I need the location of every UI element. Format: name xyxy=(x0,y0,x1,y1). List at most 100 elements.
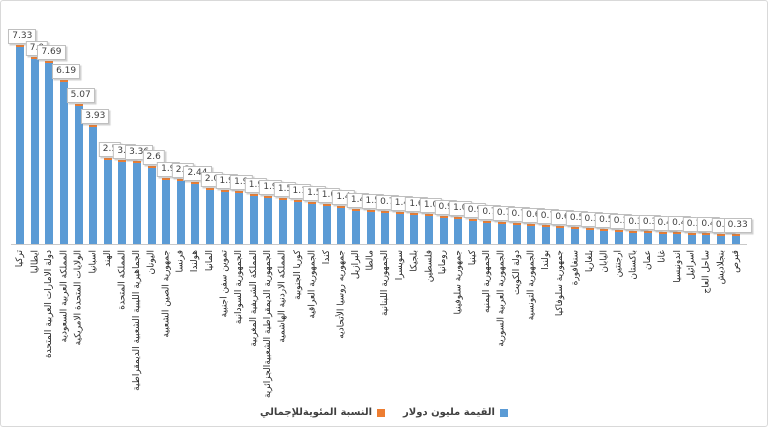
category-label-text: الجمهورية العراقية xyxy=(307,250,318,319)
category-label-text: جمهورية سلوفاكيا xyxy=(555,250,566,317)
value-bar xyxy=(176,179,185,244)
category-label-text: بولندا xyxy=(540,250,551,270)
percent-bar-segment xyxy=(454,217,463,219)
percent-bar-segment xyxy=(410,213,419,215)
data-label: 7.69 xyxy=(37,45,66,60)
percent-bar-segment xyxy=(702,233,711,235)
category-label-text: الجمهورية العربية السورية xyxy=(497,250,508,347)
value-bar xyxy=(74,104,83,244)
value-bar xyxy=(629,231,638,244)
category-label-text: الهند xyxy=(102,250,113,267)
value-bar xyxy=(512,223,521,244)
category-label-text: غانا xyxy=(657,250,668,263)
category-label-text: باكستان xyxy=(628,250,639,280)
bar-slot: 0.4 xyxy=(668,1,691,244)
data-label: 0.33 xyxy=(723,218,752,233)
percent-bar-segment xyxy=(264,196,273,198)
percent-bar-segment xyxy=(687,233,696,235)
percent-bar-segment xyxy=(527,224,536,226)
data-label: 2.6 xyxy=(142,150,165,165)
category-label-text: جمهوريه روسيا الأتحاديه xyxy=(336,250,347,339)
x-axis-line xyxy=(11,244,747,245)
percent-bar-segment xyxy=(293,200,302,202)
percent-bar-segment xyxy=(395,212,404,214)
category-label-text: كينيا xyxy=(467,250,478,266)
percent-bar-segment xyxy=(45,61,54,63)
category-label-text: سويسرا xyxy=(394,250,405,281)
category-label-text: البرازيل xyxy=(351,250,362,280)
bar-slot: 0.4 xyxy=(653,1,676,244)
bar-slot: 0.6 xyxy=(551,1,574,244)
percent-bar-segment xyxy=(556,226,565,228)
value-bar xyxy=(468,219,477,244)
data-label: 5.07 xyxy=(66,88,95,103)
value-bar xyxy=(191,182,200,244)
percent-bar-segment xyxy=(585,228,594,230)
category-label-text: دولة الامارات العربية المتحدة xyxy=(44,250,55,359)
percent-bar-segment xyxy=(614,230,623,232)
percent-bar-segment xyxy=(337,206,346,208)
percent-bar-segment xyxy=(629,231,638,233)
percent-bar-segment xyxy=(60,80,69,82)
bar-slot: 2.6 xyxy=(142,1,165,244)
value-bar xyxy=(133,161,142,244)
percent-bar-segment xyxy=(249,194,258,196)
bar-slot: 3.36 xyxy=(125,1,154,244)
bar-slot: 0.33 xyxy=(723,1,752,244)
value-bar xyxy=(585,228,594,244)
percent-bar-segment xyxy=(541,225,550,227)
category-label-text: فرنسا xyxy=(175,250,186,273)
value-bar xyxy=(60,80,69,244)
bar-slot: 7.33 xyxy=(8,1,37,244)
category-label-text: دولة الكويت xyxy=(511,250,522,295)
bar-slot: 1.9 xyxy=(230,1,253,244)
value-bar xyxy=(571,227,580,244)
category-label-text: المملكة العربية السعودية xyxy=(59,250,70,343)
value-bar xyxy=(556,226,565,244)
category-label-text: بنجلاديش xyxy=(716,250,727,285)
percent-bar-segment xyxy=(176,179,185,181)
percent-bar-segment xyxy=(498,222,507,224)
value-bar xyxy=(673,232,682,244)
bar-slot: 1.9 xyxy=(259,1,282,244)
bar-slot: 3.93 xyxy=(81,1,110,244)
legend-item-value-label: القيمة مليون دولار xyxy=(403,407,495,418)
category-label-text: الجمهورية السودانية xyxy=(234,250,245,325)
x-axis-labels: تركيا ايطاليا دولة الامارات العربية المتحد… xyxy=(13,248,743,400)
value-bar xyxy=(220,190,229,244)
percent-bar-segment xyxy=(162,178,171,180)
category-label-text: الجمهورية الديمقراطية الشعبيةالجزائرية xyxy=(263,250,274,399)
bar-slot: 1.0 xyxy=(317,1,341,244)
value-bar xyxy=(89,125,98,244)
data-label: 6.19 xyxy=(52,64,81,79)
category-label-text: المملكة الاردنية الهاشمية xyxy=(278,250,289,343)
bar-slot: 6.19 xyxy=(52,1,81,244)
bar-slot: 0.6 xyxy=(522,1,545,244)
bar-slot: 1.9 xyxy=(157,1,180,244)
category-label-text: المملكة المتحدة xyxy=(117,250,128,310)
category-label-text: المانيا xyxy=(205,250,216,272)
category-label-text: الجمهورية اليمنيه xyxy=(482,250,493,314)
value-bar xyxy=(658,232,667,244)
percent-bar-segment xyxy=(600,229,609,231)
legend: النسبة المئويةللإجمالي القيمة مليون دولا… xyxy=(1,407,767,418)
category-label-text: اسبانيا xyxy=(88,250,99,274)
bar-slot: 2.0 xyxy=(200,1,224,244)
legend-item-value: القيمة مليون دولار xyxy=(403,407,508,418)
legend-item-percent-label: النسبة المئويةللإجمالي xyxy=(260,407,373,418)
bar-slot: 1.9 xyxy=(244,1,268,244)
value-bar xyxy=(425,214,434,244)
category-label-text: اسرائيل xyxy=(686,250,697,280)
value-bar xyxy=(614,230,623,244)
value-bar xyxy=(279,198,288,244)
category-label-text: الجماهيرية الليبية الشعبية الديمقراطية xyxy=(132,250,143,391)
bar-slot: 0.4 xyxy=(697,1,720,244)
data-label: 3.93 xyxy=(81,109,110,124)
value-bar xyxy=(395,212,404,244)
bar-slot: 0.3 xyxy=(609,1,633,244)
percent-bar-segment xyxy=(468,219,477,221)
category-label-text: ارجنتين xyxy=(613,250,624,278)
value-bar xyxy=(235,191,244,244)
value-bar xyxy=(30,57,39,244)
